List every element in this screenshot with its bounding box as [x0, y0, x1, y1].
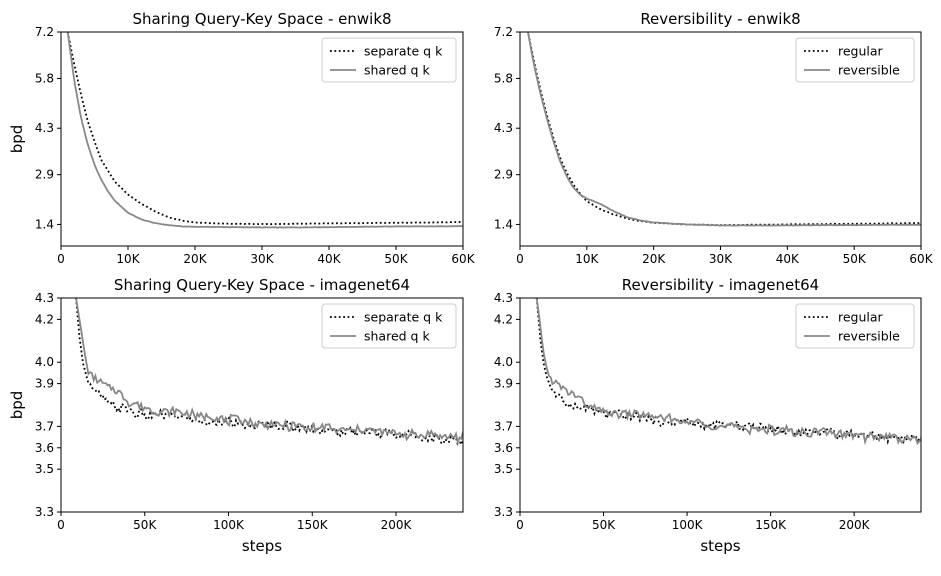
y-axis-label: bpd: [8, 391, 26, 420]
legend-box: [321, 303, 457, 349]
panel-imagenet64-reversible: 0 50K 100K 150K 200K 3.3 3.5 3.6 3.7 3.9 4.0 4.2 4.3…: [494, 276, 922, 555]
x-tick-label: 20K: [183, 252, 207, 266]
legend-entry: regular: [838, 310, 884, 325]
x-tick-label: 10K: [575, 252, 599, 266]
y-tick-label: 2.9: [494, 168, 513, 182]
y-tick-label: 4.3: [494, 291, 513, 305]
x-tick-label: 100K: [672, 518, 704, 532]
legend-box: [795, 303, 915, 349]
plot-area: [75, 298, 463, 446]
y-tick-label: 3.9: [494, 377, 513, 391]
legend: separate q k shared q k: [321, 303, 457, 349]
chart-title: Sharing Query-Key Space - enwik8: [132, 10, 391, 28]
y-tick-label: 4.0: [494, 355, 513, 369]
legend-entry: reversible: [838, 329, 900, 344]
x-tick-label: 0: [57, 252, 65, 266]
x-tick-label: 200K: [381, 518, 413, 532]
y-axis-label: bpd: [8, 125, 26, 154]
chart-title: Reversibility - imagenet64: [622, 276, 819, 294]
x-tick-label: 200K: [839, 518, 871, 532]
y-tick-label: 4.0: [35, 355, 54, 369]
axes-frame: [519, 297, 922, 513]
x-tick-label: 0: [516, 518, 524, 532]
x-tick-label: 150K: [755, 518, 787, 532]
y-tick-label: 4.3: [494, 121, 513, 135]
chart-title: Reversibility - enwik8: [640, 10, 800, 28]
y-tick-label: 3.5: [494, 462, 513, 476]
y-tick-label: 3.7: [35, 419, 54, 433]
x-tick-label: 0: [57, 518, 65, 532]
legend-entry: separate q k: [364, 310, 443, 325]
legend: regular reversible: [795, 37, 915, 83]
y-tick-label: 5.8: [35, 71, 54, 85]
y-tick-label: 7.2: [35, 25, 54, 39]
x-tick-label: 40K: [776, 252, 800, 266]
x-tick-label: 60K: [451, 252, 475, 266]
plot-area: [66, 32, 463, 229]
x-tick-label: 20K: [642, 252, 666, 266]
x-tick-label: 40K: [317, 252, 341, 266]
y-tick-label: 1.4: [494, 217, 513, 231]
series-line-reversible: [527, 32, 921, 227]
legend-box: [795, 37, 915, 83]
series-line-regular: [527, 32, 921, 227]
chart-title: Sharing Query-Key Space - imagenet64: [114, 276, 410, 294]
y-tick-label: 3.6: [35, 441, 54, 455]
y-tick-label: 3.3: [494, 505, 513, 519]
legend: regular reversible: [795, 303, 915, 349]
legend: separate q k shared q k: [321, 37, 457, 83]
series-line-shared-q-k: [66, 32, 463, 229]
series-line-reversible: [535, 298, 921, 446]
x-tick-label: 30K: [709, 252, 733, 266]
y-tick-label: 3.9: [35, 377, 54, 391]
plot-area: [527, 32, 921, 227]
axes-frame: [60, 297, 464, 513]
y-tick-label: 3.6: [494, 441, 513, 455]
y-tick-label: 3.5: [35, 462, 54, 476]
y-tick-label: 3.7: [494, 419, 513, 433]
y-tick-label: 2.9: [35, 168, 54, 182]
x-tick-label: 100K: [213, 518, 245, 532]
x-tick-label: 50K: [592, 518, 616, 532]
y-tick-label: 4.3: [35, 291, 54, 305]
y-tick-label: 5.8: [494, 71, 513, 85]
x-tick-label: 10K: [116, 252, 140, 266]
legend-entry: regular: [838, 44, 884, 59]
x-tick-label: 50K: [384, 252, 408, 266]
panel-enwik8-shared-qk: 0 10K 20K 30K 40K 50K 60K 1.4 2.9 4.3 5.8 7.2 Sharin…: [8, 10, 476, 266]
plot-area: [535, 298, 921, 446]
y-tick-label: 4.3: [35, 121, 54, 135]
x-tick-label: 0: [516, 252, 524, 266]
x-tick-label: 30K: [250, 252, 274, 266]
y-tick-label: 3.3: [35, 505, 54, 519]
x-tick-label: 50K: [133, 518, 157, 532]
panel-enwik8-reversible: 0 10K 20K 30K 40K 50K 60K 1.4 2.9 4.3 5.8 7.2 Revers…: [494, 10, 934, 266]
x-tick-label: 150K: [297, 518, 329, 532]
x-tick-label: 50K: [843, 252, 867, 266]
legend-entry: separate q k: [364, 44, 443, 59]
legend-entry: reversible: [838, 63, 900, 78]
x-axis-label: steps: [700, 537, 740, 555]
series-line-separate-q-k: [75, 298, 463, 446]
y-tick-label: 4.2: [35, 312, 54, 326]
series-line-shared-q-k: [75, 298, 463, 446]
y-tick-label: 1.4: [35, 217, 54, 231]
x-tick-label: 60K: [909, 252, 933, 266]
y-tick-label: 7.2: [494, 25, 513, 39]
legend-entry: shared q k: [364, 63, 430, 78]
y-tick-label: 4.2: [494, 312, 513, 326]
panel-imagenet64-shared-qk: 0 50K 100K 150K 200K 3.3 3.5 3.6 3.7 3.9 4.0 4.2 4.3…: [8, 276, 464, 555]
legend-entry: shared q k: [364, 329, 430, 344]
x-axis-label: steps: [242, 537, 282, 555]
legend-box: [321, 37, 457, 83]
